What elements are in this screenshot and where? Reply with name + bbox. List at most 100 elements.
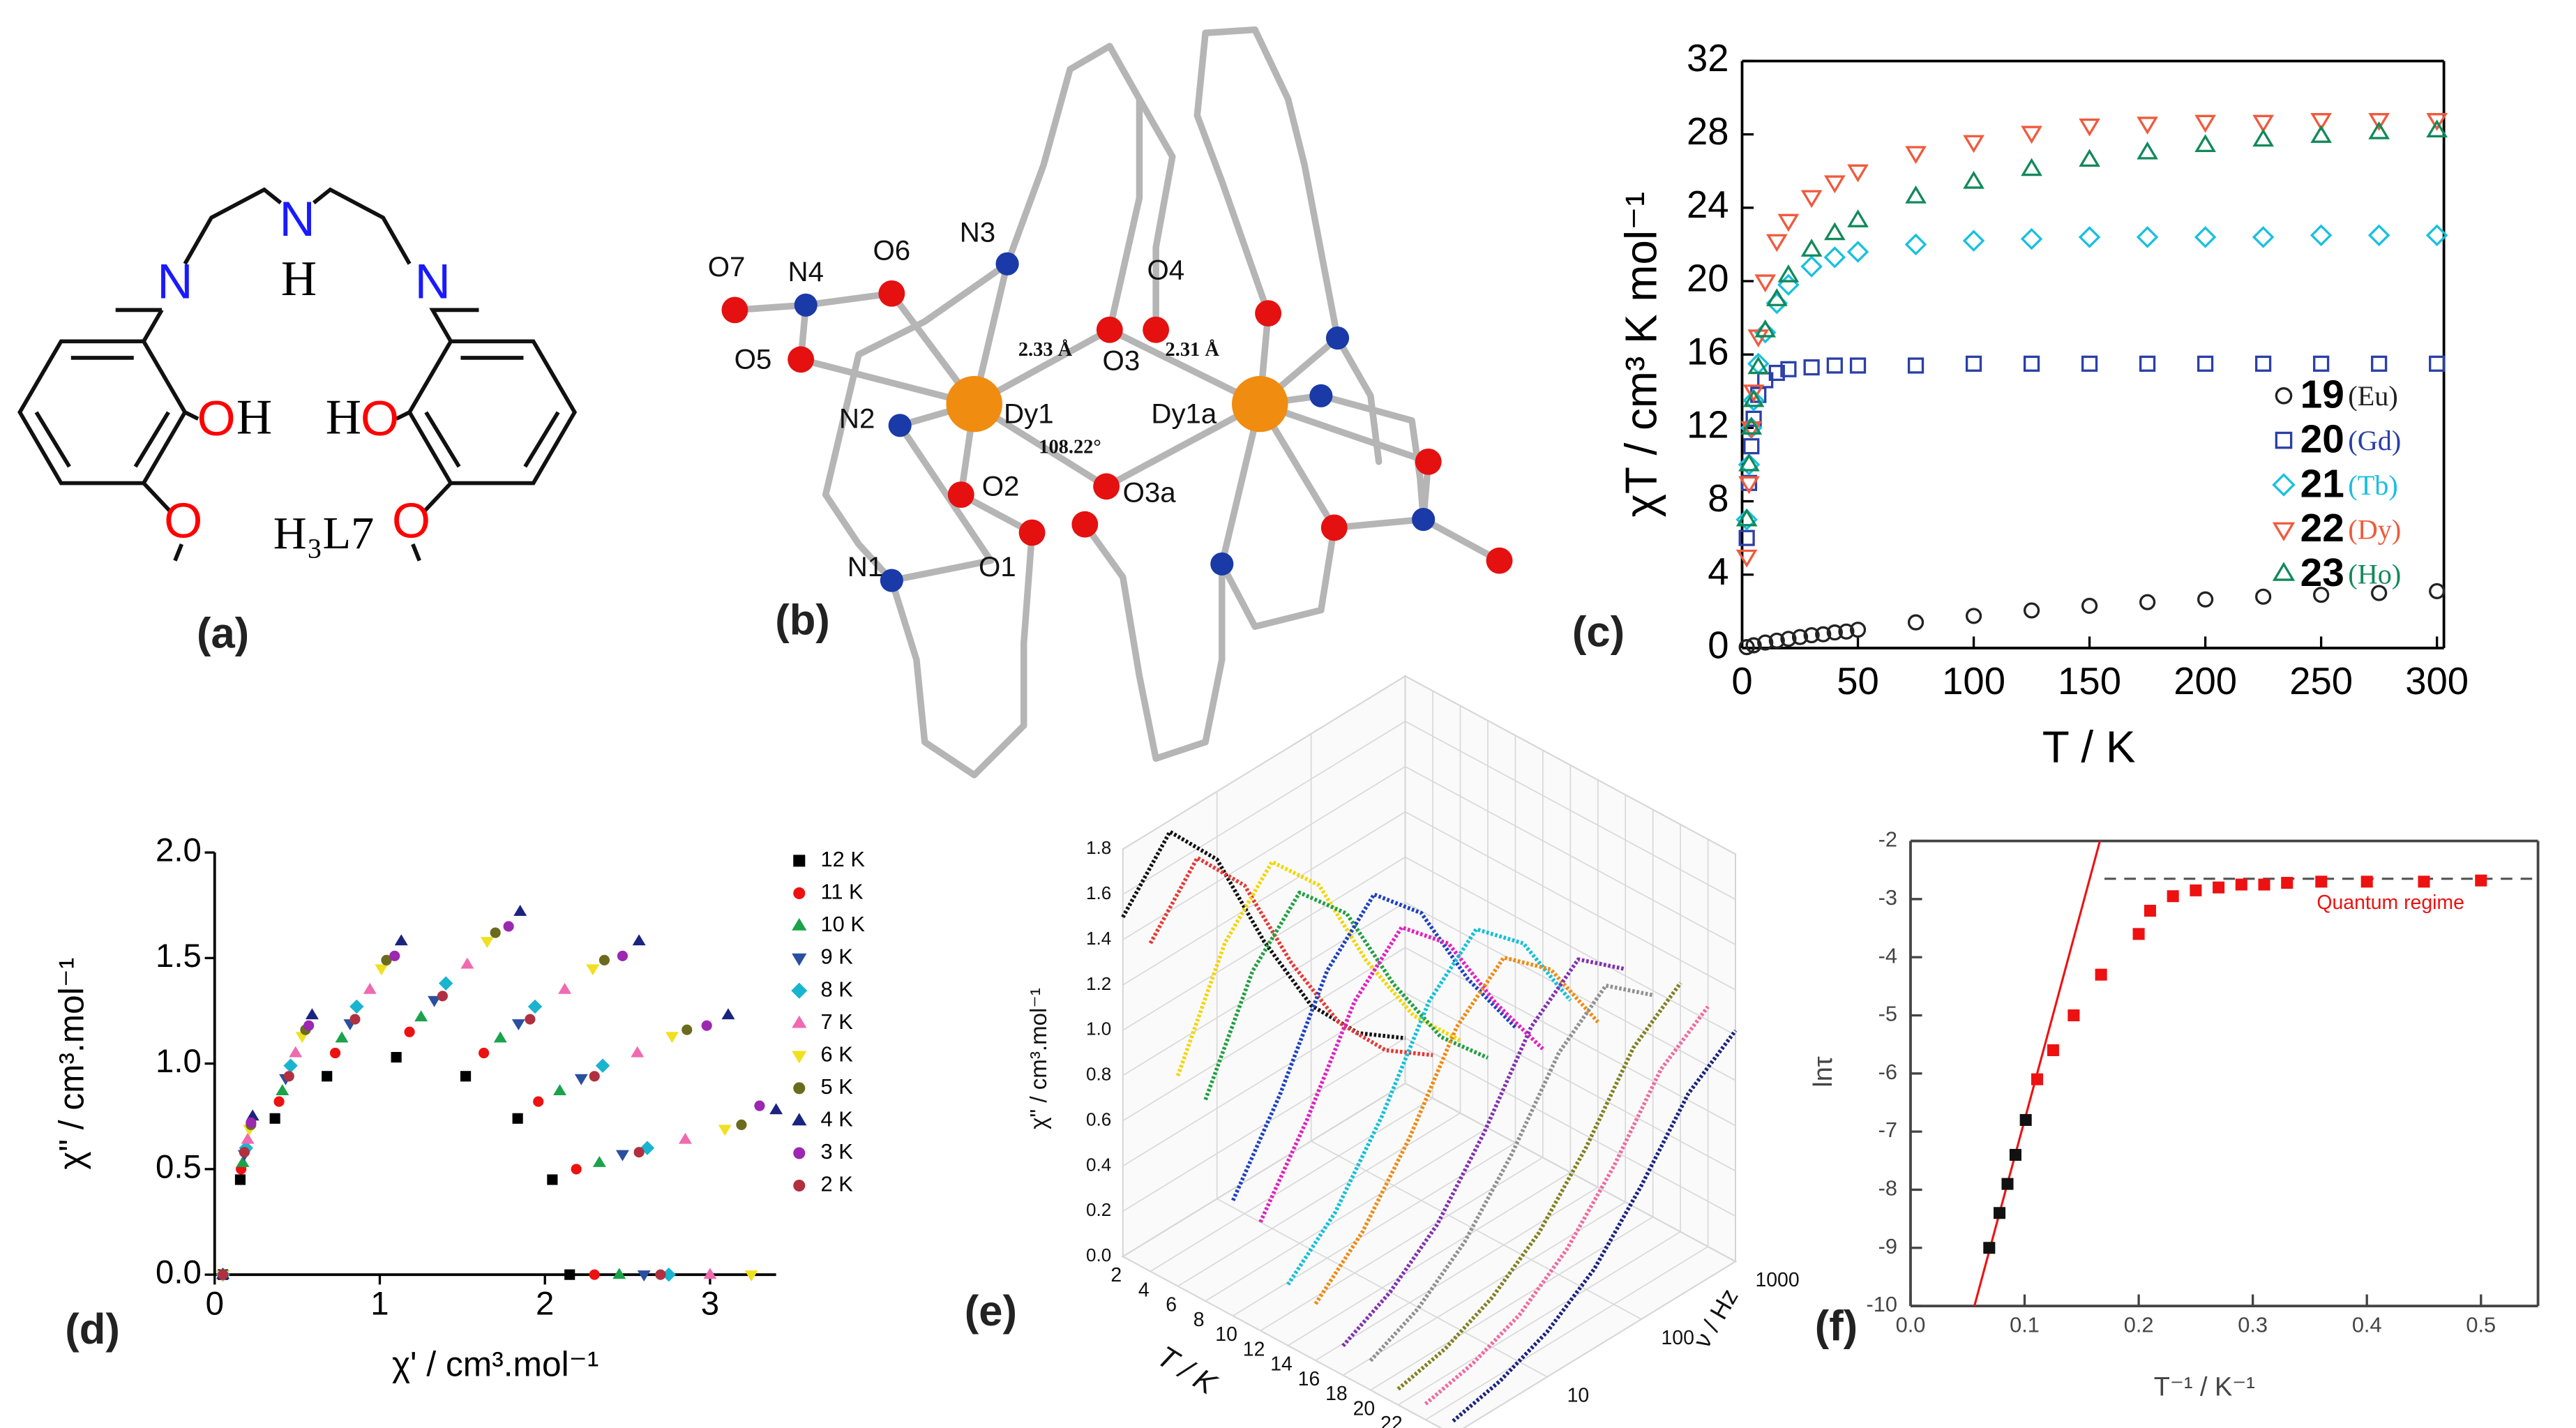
x-tick-label: 0: [206, 1286, 224, 1323]
shape: [1318, 392, 1427, 523]
legend-marker: [793, 887, 806, 899]
data-point: [592, 1155, 606, 1167]
data-point: [1983, 1242, 1996, 1254]
data-point: [525, 1014, 536, 1025]
data-point: [2197, 591, 2214, 608]
data-point: [595, 1058, 610, 1073]
shape: [888, 422, 995, 584]
data-point: [1905, 146, 1927, 165]
data-point: [589, 1071, 600, 1082]
curve: [1231, 892, 1517, 1201]
x-tick-label: 0.0: [1896, 1312, 1926, 1337]
bond: [142, 308, 164, 343]
legend-label: 22: [2300, 506, 2344, 550]
y-tick-label: 1.2: [1086, 973, 1111, 994]
curve: [1396, 982, 1682, 1391]
data-point: [404, 1026, 415, 1037]
y-tick-label: 1.4: [1086, 928, 1111, 949]
data-point: [1826, 624, 1843, 641]
data-point: [1823, 246, 1846, 269]
legend-marker: [793, 1082, 806, 1095]
shape: [1071, 511, 1099, 538]
chart: 0 50 100 150 200 250 300 0 4 8 12 16 20 24 28 32 T / K χT…: [1572, 37, 2469, 772]
shape: [822, 260, 1011, 584]
chart: 0 1 2 3 0.0 0.5 1.0 1.5 2.0 χ' / cm³.mol⁻¹ χ" / cm…: [52, 832, 866, 1384]
legend-label: (Gd): [2348, 425, 2401, 456]
y-tick-label: 0.2: [1086, 1199, 1111, 1220]
data-point: [736, 1119, 747, 1130]
atom-label: O3a: [1123, 477, 1177, 509]
data-point: [547, 1174, 558, 1185]
data-point: [1800, 190, 1823, 209]
x-tick-label: 300: [2405, 660, 2469, 702]
crystal-structure: [721, 26, 1513, 779]
shape: [1004, 43, 1143, 333]
atom-label: H: [326, 390, 361, 444]
data-point: [1965, 608, 1982, 624]
shape: [946, 375, 1002, 433]
data-point: [414, 1010, 428, 1022]
bond: [173, 543, 184, 562]
atom-label: O4: [1147, 255, 1184, 286]
grid-line: [1342, 795, 1627, 1376]
shape: [1419, 516, 1503, 564]
y-tick-label: -7: [1878, 1118, 1897, 1142]
data-point: [1735, 549, 1758, 568]
shape: [1096, 316, 1123, 343]
data-point: [665, 1032, 679, 1044]
legend-label: 3 K: [821, 1139, 854, 1164]
y-tick-label: 16: [1687, 331, 1729, 373]
data-point: [1754, 319, 1777, 338]
data-point: [2194, 226, 2217, 248]
data-point: [241, 1132, 255, 1144]
data-point: [2137, 141, 2158, 160]
legend-label: 10 K: [821, 912, 866, 936]
y-axis-label: χT / cm³ K mol⁻¹: [1616, 192, 1666, 518]
T-tick-label: 22: [1380, 1413, 1403, 1428]
data-point: [1757, 634, 1774, 651]
data-point: [2132, 928, 2145, 940]
T-tick-label: 10: [1215, 1323, 1237, 1346]
atom-label: N: [157, 255, 193, 310]
data-point: [1963, 170, 1984, 189]
bond: [312, 187, 412, 265]
data-point: [349, 1014, 361, 1025]
panel-label: (d): [65, 1305, 120, 1353]
data-point: [527, 999, 543, 1014]
data-point: [389, 950, 400, 961]
data-point: [1765, 288, 1788, 306]
shape: [1193, 29, 1272, 317]
data-point: [2194, 134, 2216, 153]
data-point: [1742, 389, 1765, 407]
data-point: [1994, 1207, 2006, 1219]
data-point: [234, 1174, 246, 1185]
x-tick-label: 3: [701, 1286, 719, 1323]
y-tick-label: 0.6: [1086, 1108, 1111, 1129]
data-point: [391, 1051, 402, 1063]
data-point: [322, 1071, 333, 1082]
data-point: [2167, 890, 2179, 903]
data-point: [289, 1046, 303, 1058]
data-point: [1962, 230, 1985, 252]
y-tick-label: 8: [1708, 477, 1728, 520]
data-point: [2079, 149, 2100, 167]
legend-label: (Tb): [2348, 469, 2397, 501]
atom-label: H: [236, 390, 272, 444]
data-point: [283, 1058, 298, 1073]
shape: [1219, 524, 1338, 630]
legend-label: 23: [2300, 551, 2344, 595]
data-point: [246, 1117, 257, 1128]
curve: [1341, 957, 1626, 1348]
atom-label: O7: [708, 251, 746, 283]
grid-line: [1397, 824, 1681, 1406]
legend-marker: [2275, 387, 2293, 405]
bond: [183, 410, 199, 421]
legend-marker: [793, 855, 806, 867]
shape: [1309, 384, 1333, 407]
data-point: [2137, 117, 2158, 135]
atom-label: O: [361, 391, 399, 446]
x-tick-label: 0.3: [2238, 1312, 2268, 1337]
data-point: [2313, 355, 2330, 372]
T-tick-label: 4: [1138, 1279, 1150, 1301]
curve: [1286, 927, 1572, 1286]
